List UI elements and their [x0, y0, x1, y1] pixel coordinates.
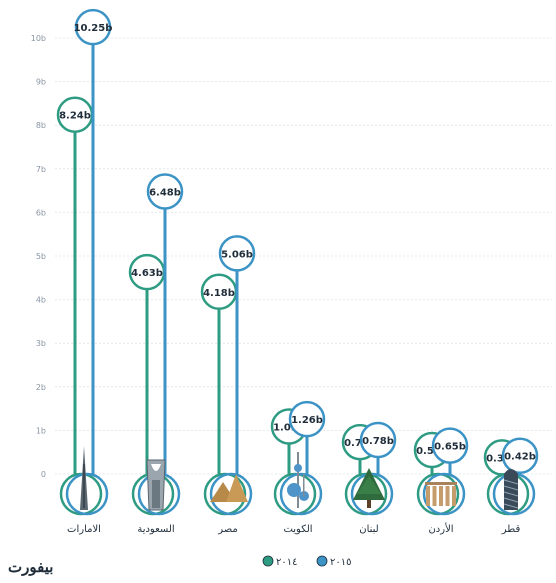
bar-value-circle — [74, 8, 112, 46]
y-tick-label: 4b — [36, 296, 46, 305]
brand-logo-text: بيفورت — [8, 558, 53, 576]
cedar-tree-icon — [353, 468, 385, 508]
base-circle-2015 — [209, 472, 253, 516]
x-axis-categories: الامارات السعودية مصر الكويت لبنان الأردن قطر — [67, 522, 520, 535]
bar-data-label: 6.48b — [149, 187, 181, 198]
y-tick-label: 6b — [36, 208, 46, 217]
category-label: قطر — [501, 524, 521, 535]
bar-data-label: 0.38b — [486, 453, 518, 464]
doha-tower-icon — [503, 469, 519, 510]
bar-data-label: 4.63b — [131, 268, 163, 279]
category-label: لبنان — [359, 524, 378, 535]
burj-khalifa-icon — [80, 446, 88, 510]
base-circle-2015 — [279, 472, 323, 516]
y-tick-label: 8b — [36, 121, 46, 130]
base-circle-2015 — [422, 472, 466, 516]
legend-swatch-1 — [316, 555, 328, 567]
legend-label-1: ٢٠١٥ — [330, 557, 351, 568]
category-label: مصر — [217, 524, 238, 535]
kuwait-towers-icon — [287, 452, 309, 508]
category-label: الامارات — [67, 524, 101, 535]
bar-data-label: 0.55b — [416, 446, 448, 457]
y-tick-label: 5b — [36, 252, 46, 261]
bar-data-label: 8.24b — [59, 111, 91, 122]
bar-data-label: 0.73b — [344, 438, 376, 449]
pyramids-icon — [210, 474, 248, 502]
y-tick-label: 2b — [36, 383, 46, 392]
category-label: السعودية — [137, 524, 174, 535]
bar-data-label: 0.65b — [434, 442, 466, 453]
bar-data-label: 0.42b — [504, 452, 536, 463]
bar-data-label: 0.78b — [362, 436, 394, 447]
y-tick-label: 0 — [41, 470, 46, 479]
bar-value-circle — [146, 173, 184, 210]
legend-label-0: ٢٠١٤ — [276, 557, 297, 568]
kingdom-tower-icon — [146, 459, 166, 511]
y-tick-label: 10b — [31, 34, 46, 43]
petra-columns-icon — [425, 482, 457, 506]
y-tick-label: 7b — [36, 165, 46, 174]
category-label: الكويت — [283, 524, 312, 535]
bar-value-circle — [288, 400, 326, 438]
bar-value-circle — [501, 437, 539, 474]
base-circle-2015 — [65, 472, 109, 516]
bar-value-circle — [218, 235, 256, 272]
category-label: الأردن — [428, 522, 453, 535]
legend: ٢٠١٤ ٢٠١٥ — [262, 555, 351, 568]
y-tick-label: 1b — [36, 426, 46, 435]
brand-logo: بيفورت — [8, 558, 53, 576]
country-icons — [59, 446, 536, 516]
bar-data-label: 10.25b — [74, 23, 113, 34]
bar-data-label: 1.26b — [291, 415, 323, 426]
y-tick-label: 3b — [36, 339, 46, 348]
bar-value-circle — [359, 421, 397, 459]
bar-data-label: 4.18b — [203, 288, 235, 299]
bar-value-circle — [431, 427, 469, 464]
y-tick-label: 9b — [36, 78, 46, 87]
bars: 8.24b 10.25b 4.63b 6.48b 4.18b 5.06b 1.09b1.26… — [56, 8, 539, 476]
bar-data-label: 5.06b — [221, 249, 253, 260]
legend-swatch-0 — [262, 555, 274, 567]
y-axis-ticks: 0 1b 2b 3b 4b 5b 6b 7b 8b 9b 10b — [31, 34, 46, 479]
bar-data-label: 1.09b — [273, 422, 305, 433]
